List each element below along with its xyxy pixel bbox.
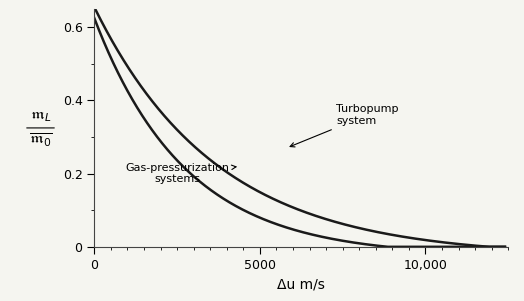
Text: Turbopump
system: Turbopump system xyxy=(290,104,399,147)
Text: $\mathfrak{m}_L$: $\mathfrak{m}_L$ xyxy=(30,109,51,123)
Text: Gas-pressurization
systems: Gas-pressurization systems xyxy=(125,163,236,185)
Text: $\overline{\mathfrak{m}_0}$: $\overline{\mathfrak{m}_0}$ xyxy=(29,131,52,149)
X-axis label: Δu m/s: Δu m/s xyxy=(277,277,325,291)
